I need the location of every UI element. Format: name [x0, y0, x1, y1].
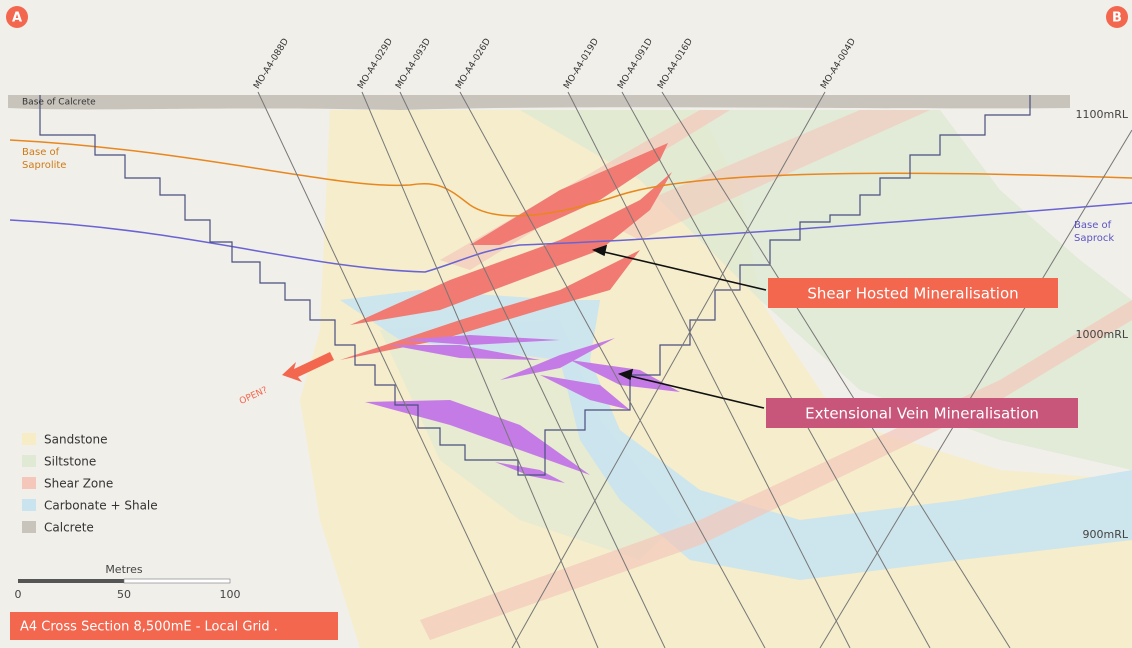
legend-label: Siltstone	[44, 455, 96, 469]
vein-mineralisation	[540, 375, 630, 410]
legend-swatch	[22, 477, 36, 489]
corner-marker	[1106, 6, 1128, 28]
caption: A4 Cross Section 8,500mE - Local Grid .	[20, 620, 278, 635]
drillhole	[819, 129, 1132, 648]
drillhole-label: MO-A4-004D	[819, 37, 858, 91]
saprolite-line	[9, 139, 1132, 217]
callout-arrow	[625, 374, 765, 409]
vein-mineralisation	[500, 338, 615, 380]
legend-swatch	[22, 521, 36, 533]
open-arrow	[282, 352, 334, 382]
vein-mineralisation	[390, 345, 540, 360]
drillhole	[567, 91, 851, 648]
carbonate-shale	[340, 290, 1132, 580]
legend-label: Calcrete	[44, 521, 94, 535]
geology	[300, 110, 1132, 648]
drillhole-label: MO-A4-019D	[562, 37, 601, 91]
scale-segment	[18, 579, 124, 583]
legend-label: Sandstone	[44, 433, 107, 447]
callout-arrows	[591, 244, 767, 409]
drillhole	[257, 91, 521, 648]
shear-zone	[600, 110, 930, 240]
vein-mineralisation	[400, 335, 560, 345]
drillholes	[257, 91, 1132, 648]
shear-zone	[420, 300, 1132, 640]
legend-swatch	[22, 499, 36, 511]
callout-text: Shear Hosted Mineralisation	[807, 285, 1018, 303]
boundary-label: Base of Saprock	[1074, 220, 1115, 244]
elevation-label: 900mRL	[1083, 528, 1129, 541]
mineralisation	[340, 143, 680, 483]
caption-box	[10, 612, 338, 640]
corner-label: A	[12, 11, 22, 26]
legend-swatch	[22, 433, 36, 445]
legend-label: Carbonate + Shale	[44, 499, 158, 513]
scale-segment	[123, 578, 231, 584]
drillhole-label: MO-A4-091D	[616, 37, 655, 91]
arrow-head	[617, 368, 634, 381]
legend-label: Shear Zone	[44, 477, 113, 491]
corner-marker	[6, 6, 28, 28]
drillhole-label: MO-A4-093D	[394, 37, 433, 91]
callout-text: Extensional Vein Mineralisation	[805, 405, 1039, 423]
saprock-line	[9, 202, 1132, 273]
drillhole	[399, 91, 666, 648]
boundary-label: Base of Saprolite	[22, 147, 67, 171]
drillhole-label: MO-A4-016D	[656, 37, 695, 91]
drillhole	[621, 91, 931, 648]
scale-title: Metres	[105, 563, 143, 576]
boundary-label: Base of Calcrete	[22, 98, 96, 108]
drillhole	[661, 91, 1011, 648]
pit-outline	[39, 95, 1031, 476]
callout-box	[766, 398, 1078, 428]
drillhole	[511, 91, 826, 648]
drillhole	[361, 91, 599, 648]
callout-box	[768, 278, 1058, 308]
elevation-label: 1000mRL	[1076, 328, 1129, 341]
vein-mineralisation	[495, 462, 565, 483]
drillhole-labels: MO-A4-088D MO-A4-029D MO-A4-093D MO-A4-0…	[252, 37, 858, 91]
vein-mineralisation	[365, 400, 590, 475]
elevation-label: 1100mRL	[1076, 108, 1129, 121]
corner-label: B	[1112, 11, 1122, 26]
legend-swatch	[22, 455, 36, 467]
drillhole-label: MO-A4-026D	[454, 37, 493, 91]
callout-arrow	[599, 250, 767, 291]
scale-tick: 50	[117, 588, 131, 601]
calcrete	[8, 95, 1070, 110]
scale-tick: 100	[220, 588, 241, 601]
legend: Sandstone Siltstone Shear Zone Carbonate…	[22, 433, 158, 535]
drillhole-label: MO-A4-029D	[356, 37, 395, 91]
open-label: OPEN?	[238, 385, 269, 407]
drillhole-label: MO-A4-088D	[252, 37, 291, 91]
drillhole	[459, 91, 766, 648]
shear-mineralisation	[470, 143, 668, 245]
arrow-head	[591, 244, 608, 257]
scale-tick: 0	[15, 588, 22, 601]
scale-bar: Metres 0 50 100	[15, 563, 241, 601]
